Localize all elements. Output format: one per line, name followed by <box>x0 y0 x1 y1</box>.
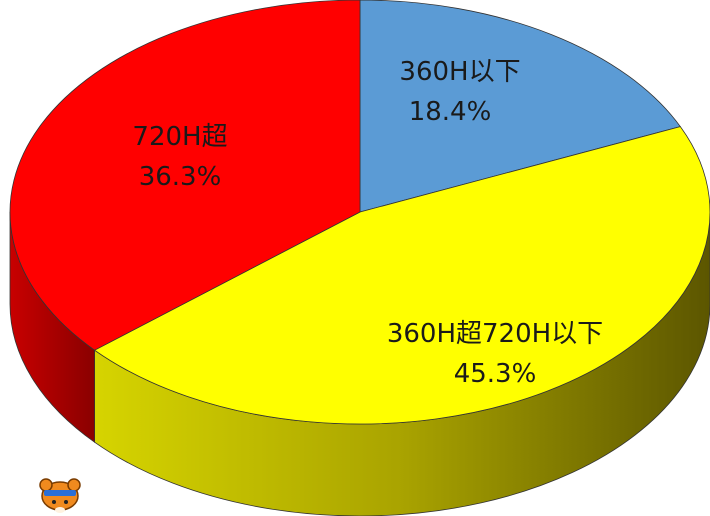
pie-slice-value: 45.3% <box>454 359 537 389</box>
pie-slice-0 <box>359 0 682 213</box>
pie-slice-label: 720H超 <box>132 122 227 152</box>
pie-slice-label: 360H超720H以下 <box>387 319 603 349</box>
pie-slice-label: 360H以下 <box>399 57 520 87</box>
pie-slice-2 <box>9 0 361 351</box>
pie-slice-value: 36.3% <box>139 162 222 192</box>
pie-labels: 360H以下 18.4% 360H超720H以下 45.3% 720H超 36.3% <box>132 57 603 389</box>
pie-tops <box>9 0 710 425</box>
bear-mascot-icon <box>39 478 81 513</box>
pie-slice-value: 18.4% <box>409 97 492 127</box>
